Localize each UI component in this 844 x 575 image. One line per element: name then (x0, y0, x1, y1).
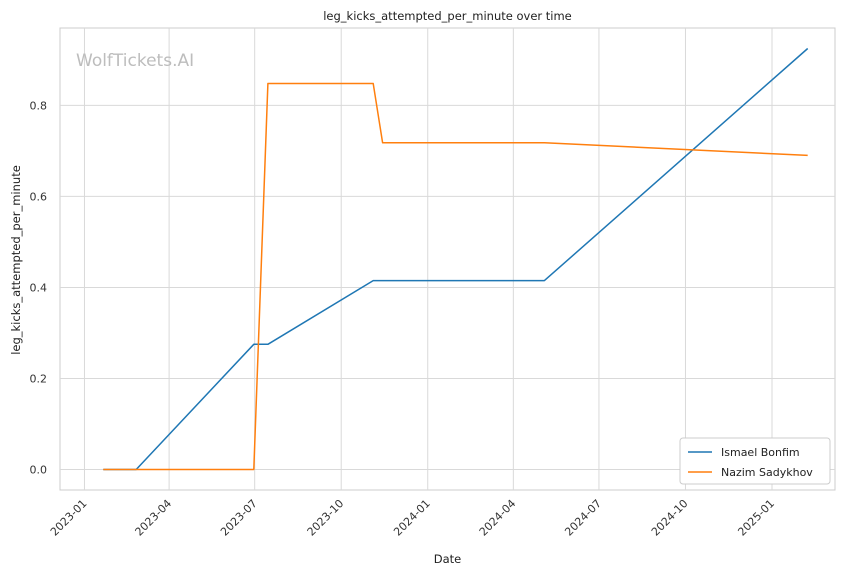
x-tick-label: 2023-01 (48, 497, 90, 539)
legend-box (679, 437, 831, 485)
legend: Ismael Bonfim Nazim Sadykhov (679, 437, 831, 485)
x-tick-label: 2024-04 (477, 497, 519, 539)
series-layer (103, 47, 809, 471)
chart-title: leg_kicks_attempted_per_minute over time (323, 9, 572, 23)
x-tick-label: 2023-04 (133, 497, 175, 539)
y-tick-label: 0.4 (30, 281, 48, 294)
legend-label-nazim-sadykhov: Nazim Sadykhov (721, 466, 813, 479)
x-tick-labels: 2023-01 2023-04 2023-07 2023-10 2024-01 2024-… (48, 497, 777, 539)
x-tick-label: 2024-07 (562, 497, 604, 539)
legend-label-ismael-bonfim: Ismael Bonfim (721, 446, 800, 459)
x-tick-label: 2023-07 (218, 497, 260, 539)
y-tick-label: 0.0 (30, 464, 48, 477)
x-tick-label: 2024-01 (391, 497, 433, 539)
y-tick-labels: 0.0 0.2 0.4 0.6 0.8 (30, 99, 48, 476)
y-axis-title: leg_kicks_attempted_per_minute (9, 165, 23, 355)
series-line-nazim-sadykhov (103, 82, 808, 471)
x-tick-label: 2025-01 (735, 497, 777, 539)
y-tick-label: 0.8 (30, 99, 48, 112)
x-tick-label: 2023-10 (305, 497, 347, 539)
plot-area (59, 27, 836, 491)
y-tick-label: 0.6 (30, 190, 48, 203)
y-tick-label: 0.2 (30, 372, 48, 385)
x-axis-title: Date (434, 552, 462, 566)
watermark: WolfTickets.AI (76, 51, 194, 71)
x-tick-label: 2024-10 (649, 497, 691, 539)
